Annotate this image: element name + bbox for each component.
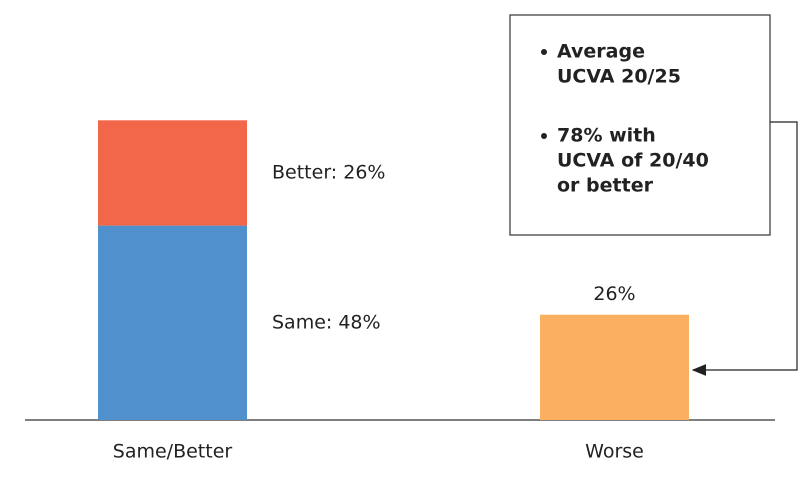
x-tick-label: Same/Better xyxy=(113,441,233,463)
data-label: Better: 26% xyxy=(272,161,385,183)
bar-segment xyxy=(98,120,247,226)
annotation-text: Average xyxy=(557,41,645,63)
bar-segment xyxy=(98,225,247,420)
data-label: 26% xyxy=(593,283,635,305)
annotation-text: UCVA 20/25 xyxy=(557,66,681,88)
annotation-arrow xyxy=(691,121,798,376)
data-label: Same: 48% xyxy=(272,311,381,333)
annotation-box xyxy=(509,14,771,236)
annotation-text: or better xyxy=(557,175,654,197)
x-tick-label: Worse xyxy=(585,441,644,463)
bullet xyxy=(541,49,547,55)
annotation-text: 78% with xyxy=(557,125,656,147)
bar-segment xyxy=(540,314,689,420)
annotation-text: UCVA of 20/40 xyxy=(557,150,709,172)
bullet xyxy=(541,133,547,139)
